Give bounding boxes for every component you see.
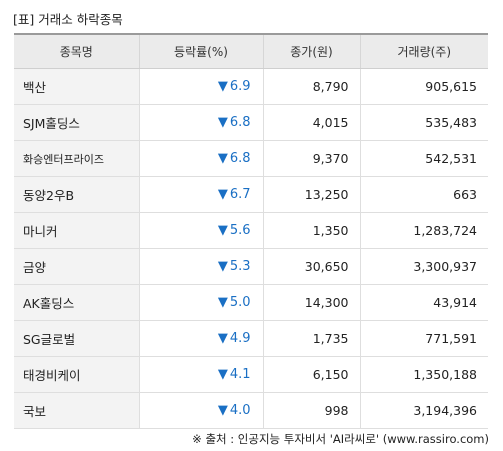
table-row: 국보 ▼ 4.0 998 3,194,396: [14, 392, 488, 429]
page-title: [표] 거래소 하락종목: [13, 12, 123, 27]
close-price-cell: 14,300: [262, 284, 360, 321]
change-rate-value: 5.6: [229, 223, 251, 238]
stock-name-cell: 태경비케이: [14, 356, 139, 393]
change-rate-value: 6.8: [229, 115, 251, 130]
table-row: 마니커 ▼ 5.6 1,350 1,283,724: [14, 212, 488, 249]
change-rate-cell: ▼ 6.8: [138, 104, 263, 141]
volume-cell: 905,615: [359, 68, 488, 105]
close-price-cell: 30,650: [262, 248, 360, 285]
change-rate-value: 6.9: [229, 79, 251, 94]
down-arrow-icon: ▼: [217, 295, 228, 310]
volume-cell: 3,300,937: [359, 248, 488, 285]
close-price-cell: 8,790: [262, 68, 360, 105]
stock-name-cell: 동양2우B: [14, 176, 139, 213]
header-stock-name: 종목명: [14, 35, 139, 69]
stock-name-cell: SJM홀딩스: [14, 104, 139, 141]
change-rate-cell: ▼ 4.0: [138, 392, 263, 429]
table-row: 백산 ▼ 6.9 8,790 905,615: [14, 68, 488, 105]
volume-cell: 1,283,724: [359, 212, 488, 249]
change-rate-cell: ▼ 6.9: [138, 68, 263, 105]
table-header-row: 종목명 등락률(%) 종가(원) 거래량(주): [14, 35, 488, 69]
down-arrow-icon: ▼: [217, 115, 228, 130]
stock-name-cell: AK홀딩스: [14, 284, 139, 321]
down-arrow-icon: ▼: [217, 79, 228, 94]
table-row: 금양 ▼ 5.3 30,650 3,300,937: [14, 248, 488, 285]
header-volume: 거래량(주): [359, 35, 488, 69]
table-row: SG글로벌 ▼ 4.9 1,735 771,591: [14, 320, 488, 357]
declining-stocks-table: 종목명 등락률(%) 종가(원) 거래량(주) 백산 ▼ 6.9 8,790 905,6…: [14, 33, 488, 429]
close-price-cell: 13,250: [262, 176, 360, 213]
table-row: 태경비케이 ▼ 4.1 6,150 1,350,188: [14, 356, 488, 393]
down-arrow-icon: ▼: [217, 151, 228, 166]
table-row: SJM홀딩스 ▼ 6.8 4,015 535,483: [14, 104, 488, 141]
change-rate-value: 5.3: [229, 259, 251, 274]
table-row: AK홀딩스 ▼ 5.0 14,300 43,914: [14, 284, 488, 321]
change-rate-value: 6.8: [229, 151, 251, 166]
stock-name-cell: 국보: [14, 392, 139, 429]
change-rate-cell: ▼ 4.1: [138, 356, 263, 393]
down-arrow-icon: ▼: [217, 367, 228, 382]
down-arrow-icon: ▼: [217, 223, 228, 238]
close-price-cell: 9,370: [262, 140, 360, 177]
down-arrow-icon: ▼: [217, 403, 228, 418]
volume-cell: 43,914: [359, 284, 488, 321]
volume-cell: 535,483: [359, 104, 488, 141]
change-rate-value: 4.1: [229, 367, 251, 382]
change-rate-cell: ▼ 4.9: [138, 320, 263, 357]
close-price-cell: 998: [262, 392, 360, 429]
down-arrow-icon: ▼: [217, 187, 228, 202]
header-close-price: 종가(원): [262, 35, 360, 69]
change-rate-value: 6.7: [229, 187, 251, 202]
header-change-rate: 등락률(%): [138, 35, 263, 69]
table-row: 동양2우B ▼ 6.7 13,250 663: [14, 176, 488, 213]
change-rate-value: 4.0: [229, 403, 251, 418]
down-arrow-icon: ▼: [217, 331, 228, 346]
close-price-cell: 6,150: [262, 356, 360, 393]
change-rate-cell: ▼ 5.6: [138, 212, 263, 249]
close-price-cell: 4,015: [262, 104, 360, 141]
volume-cell: 1,350,188: [359, 356, 488, 393]
change-rate-value: 5.0: [229, 295, 251, 310]
down-arrow-icon: ▼: [217, 259, 228, 274]
stock-name-cell: 금양: [14, 248, 139, 285]
source-note: ※ 출처 : 인공지능 투자비서 'AI라씨로' (www.rassiro.co…: [192, 432, 489, 446]
volume-cell: 771,591: [359, 320, 488, 357]
volume-cell: 542,531: [359, 140, 488, 177]
change-rate-value: 4.9: [229, 331, 251, 346]
volume-cell: 663: [359, 176, 488, 213]
stock-name-cell: SG글로벌: [14, 320, 139, 357]
change-rate-cell: ▼ 5.0: [138, 284, 263, 321]
change-rate-cell: ▼ 6.8: [138, 140, 263, 177]
stock-name-cell: 백산: [14, 68, 139, 105]
change-rate-cell: ▼ 5.3: [138, 248, 263, 285]
close-price-cell: 1,735: [262, 320, 360, 357]
change-rate-cell: ▼ 6.7: [138, 176, 263, 213]
stock-name-cell: 마니커: [14, 212, 139, 249]
stock-name-cell: 화승엔터프라이즈: [14, 140, 139, 177]
volume-cell: 3,194,396: [359, 392, 488, 429]
table-row: 화승엔터프라이즈 ▼ 6.8 9,370 542,531: [14, 140, 488, 177]
close-price-cell: 1,350: [262, 212, 360, 249]
